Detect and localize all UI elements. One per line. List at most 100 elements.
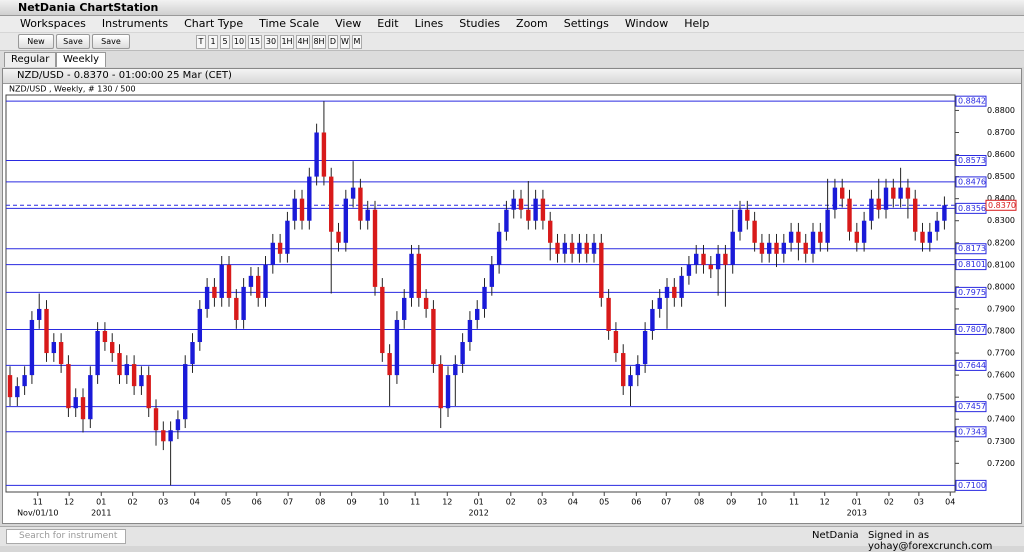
candle-body: [226, 264, 232, 298]
candle-body: [701, 253, 706, 265]
x-tick-label: 10: [757, 498, 767, 507]
x-tick-label: 02: [506, 498, 516, 507]
menu-item[interactable]: Settings: [563, 17, 609, 30]
candle-body: [788, 231, 794, 243]
x-tick-label: 02: [884, 498, 894, 507]
candle-body: [416, 253, 422, 298]
toolbar-button[interactable]: Save: [56, 34, 90, 49]
candle-body: [694, 253, 699, 265]
y-tick-label: 0.7300: [987, 437, 1015, 446]
timeframe-button[interactable]: 4H: [296, 35, 310, 49]
candle-body: [402, 297, 407, 320]
level-label: 0.8173: [958, 244, 986, 253]
timeframe-button[interactable]: 10: [232, 35, 246, 49]
x-tick-label: 11: [33, 498, 43, 507]
year-label: 2011: [91, 509, 111, 518]
menu-item[interactable]: Lines: [414, 17, 444, 30]
candle-body: [197, 308, 203, 343]
menu-item[interactable]: View: [335, 17, 362, 30]
menu-item[interactable]: Workspaces: [20, 17, 86, 30]
menu-item[interactable]: Chart Type: [184, 17, 244, 30]
candle-body: [599, 242, 604, 298]
level-label-box: [955, 359, 987, 371]
level-label-box: [955, 155, 987, 167]
tab[interactable]: Regular: [4, 52, 57, 67]
candle-body: [803, 242, 808, 254]
menu-item[interactable]: Time Scale: [259, 17, 320, 30]
x-tick-label: 01: [852, 498, 862, 507]
candle-body: [88, 375, 93, 420]
candle-body: [365, 209, 370, 221]
candle-body: [708, 264, 714, 270]
x-tick-label: 08: [694, 498, 704, 507]
timeframe-button[interactable]: W: [340, 35, 350, 49]
candle-body: [504, 209, 509, 232]
x-tick-label: 12: [820, 498, 830, 507]
search-box[interactable]: Search for instrument: [6, 529, 126, 544]
candle-body: [657, 297, 662, 309]
candle-body: [80, 397, 86, 420]
timeframe-button[interactable]: T: [196, 35, 206, 49]
candle-body: [51, 342, 57, 354]
year-label: Nov/01/10: [17, 509, 58, 518]
x-tick-label: 06: [631, 498, 641, 507]
tab[interactable]: Weekly: [56, 52, 107, 67]
level-label: 0.7644: [958, 361, 986, 370]
y-tick-label: 0.7800: [987, 326, 1015, 335]
candle-body: [285, 220, 290, 254]
timeframe-button[interactable]: 8H: [312, 35, 326, 49]
menu-item[interactable]: Edit: [377, 17, 399, 30]
candle-body: [314, 132, 319, 177]
app-title: NetDania ChartStation: [18, 1, 159, 14]
candle-body: [329, 176, 334, 232]
timeframe-button[interactable]: M: [352, 35, 362, 49]
candle-body: [883, 187, 889, 210]
candle-body: [37, 308, 42, 320]
candle-body: [548, 220, 553, 243]
candle-body: [745, 209, 750, 221]
y-tick-label: 0.8100: [987, 260, 1015, 269]
title-bar: NetDania ChartStation: [0, 0, 1024, 16]
candle-body: [307, 176, 312, 221]
candle-body: [387, 353, 392, 376]
candle-body: [350, 187, 356, 199]
toolbar-button[interactable]: New: [18, 34, 54, 49]
timeframe-button[interactable]: D: [328, 35, 338, 49]
timeframe-button[interactable]: 1H: [280, 35, 294, 49]
x-tick-label: 12: [442, 498, 452, 507]
y-tick-label: 0.8000: [987, 282, 1015, 291]
candle-body: [475, 308, 480, 320]
candle-body: [139, 375, 144, 387]
chart-legend: NZD/USD , Weekly, # 130 / 500: [9, 85, 136, 94]
candle-body: [898, 187, 903, 199]
x-tick-label: 04: [945, 498, 955, 507]
menu-item[interactable]: Instruments: [101, 17, 169, 30]
level-label: 0.7343: [958, 427, 986, 436]
level-label: 0.7975: [958, 288, 986, 297]
y-tick-label: 0.8700: [987, 128, 1015, 137]
timeframe-button[interactable]: 15: [248, 35, 262, 49]
candle-body: [7, 375, 13, 398]
candle-body: [767, 242, 772, 254]
candle-body: [358, 187, 363, 221]
candle-body: [876, 198, 881, 210]
menu-item[interactable]: Window: [624, 17, 669, 30]
menu-item[interactable]: Studies: [459, 17, 501, 30]
candle-body: [869, 198, 874, 221]
chart-window-title-bar: NZD/USD - 0.8370 - 01:00:00 25 Mar (CET): [3, 69, 1021, 84]
last-price-box: [985, 199, 1017, 211]
timeframe-button[interactable]: 1: [208, 35, 218, 49]
x-tick-label: 07: [661, 498, 671, 507]
menu-item[interactable]: Zoom: [516, 17, 548, 30]
level-label: 0.8101: [958, 260, 986, 269]
x-tick-label: 06: [252, 498, 262, 507]
candle-body: [146, 375, 151, 409]
menu-item[interactable]: Help: [684, 17, 710, 30]
candle-body: [66, 364, 71, 409]
candle-body: [781, 242, 787, 254]
tab-bar: Regular Weekly: [0, 51, 1024, 67]
timeframe-button[interactable]: 30: [264, 35, 278, 49]
level-label-box: [955, 323, 987, 335]
timeframe-button[interactable]: 5: [220, 35, 230, 49]
level-label-box: [955, 479, 987, 491]
